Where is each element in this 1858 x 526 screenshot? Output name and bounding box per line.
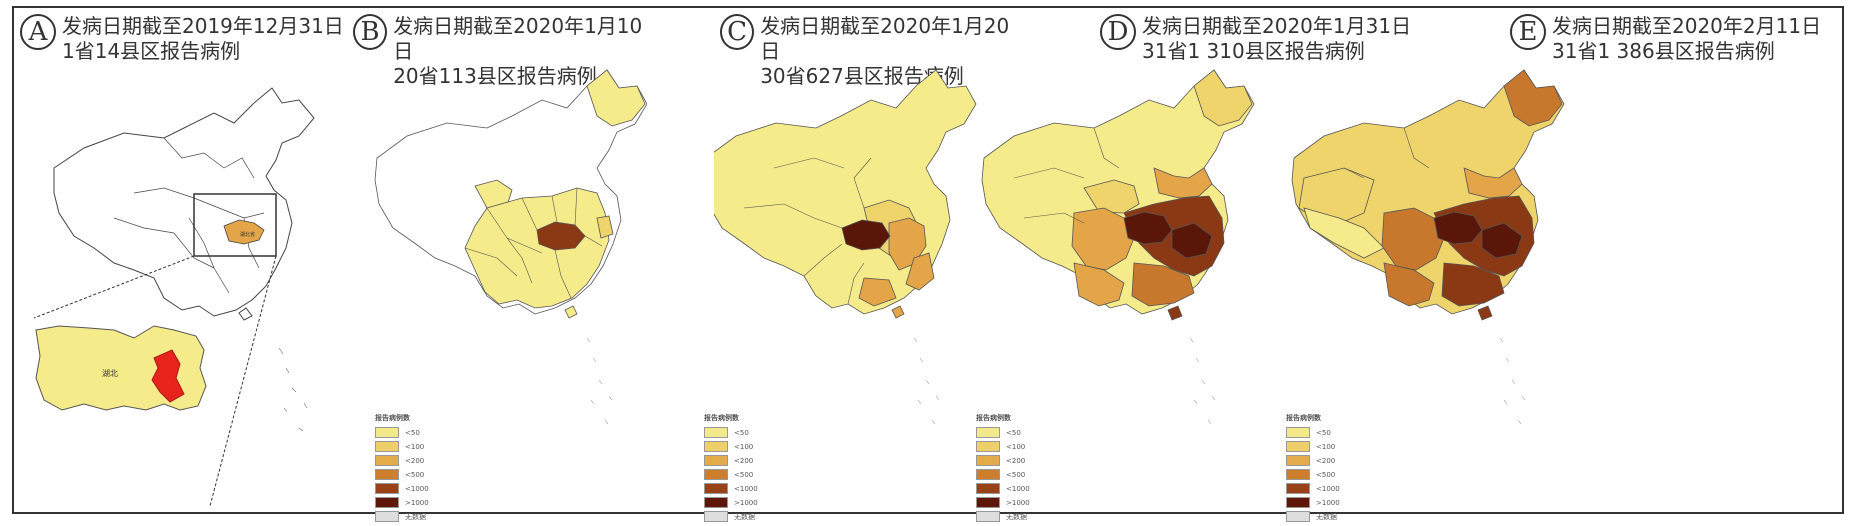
panel-d: D 发病日期截至2020年1月31日 31省1 310县区报告病例 [976,8,1414,522]
panel-a: A 发病日期截至2019年12月31日 1省14县区报告病例 湖北省 [14,8,344,512]
panel-d-title: D 发病日期截至2020年1月31日 31省1 310县区报告病例 [1100,14,1411,64]
panel-d-title-line2: 31省1 310县区报告病例 [1142,39,1365,63]
panel-b-letter: B [353,14,388,50]
zoom-box [193,193,277,257]
inset-label: 湖北 [102,369,118,378]
panel-c-letter: C [720,14,755,50]
panel-a-title-line2: 1省14县区报告病例 [62,39,241,63]
legend-c: 报告病例数 <50 <100 <200 <500 <1000 >1000 无数据 [704,414,758,522]
panel-e-map [1291,69,1565,425]
panel-e: E 发病日期截至2020年2月11日 31省1 386县区报告病例 [1286,8,1844,522]
panel-d-letter: D [1100,14,1136,50]
panel-a-title: A 发病日期截至2019年12月31日 1省14县区报告病例 [20,14,344,64]
china-outline-c [714,69,977,315]
panel-b-title-line1: 发病日期截至2020年1月10日 [393,14,643,63]
panel-a-letter: A [20,14,56,50]
panel-e-title-line2: 31省1 386县区报告病例 [1552,39,1775,63]
panel-b: B 发病日期截至2020年1月10日 20省113县区报告病例 [347,8,647,522]
panel-a-map: 湖北省 湖北 [33,87,315,507]
panel-e-title-line1: 发病日期截至2020年2月11日 [1552,14,1822,38]
panel-d-map [981,69,1255,425]
legend-d: 报告病例数 <50 <100 <200 <500 <1000 >1000 无数据 [976,414,1030,522]
panel-e-letter: E [1510,14,1546,50]
hubei-province-label-a: 湖北省 [240,231,255,238]
panel-b-title: B 发病日期截至2020年1月10日 20省113县区报告病例 [353,14,647,89]
panel-c-title-line1: 发病日期截至2020年1月20日 [760,14,1010,63]
panel-b-map [374,69,647,425]
legend-e: 报告病例数 <50 <100 <200 <500 <1000 >1000 无数据 [1286,414,1340,522]
legend-b: 报告病例数 <50 <100 <200 <500 <1000 >1000 无数据 [375,414,429,522]
panel-d-title-line1: 发病日期截至2020年1月31日 [1142,14,1412,38]
hubei-inset [35,325,207,411]
south-china-sea-islands [278,347,308,432]
legend-title: 报告病例数 [375,414,410,422]
china-outline [53,87,315,321]
panel-c: C 发病日期截至2020年1月20日 30省627县区报告病例 报告病 [704,8,1014,522]
panel-a-title-line1: 发病日期截至2019年12月31日 [62,14,344,38]
panel-c-map [714,69,977,425]
hubei-province-a [223,219,265,245]
panel-e-title: E 发病日期截至2020年2月11日 31省1 386县区报告病例 [1510,14,1821,64]
figure-frame: A 发病日期截至2019年12月31日 1省14县区报告病例 湖北省 [12,6,1844,522]
panel-b-title-line2: 20省113县区报告病例 [393,64,597,88]
